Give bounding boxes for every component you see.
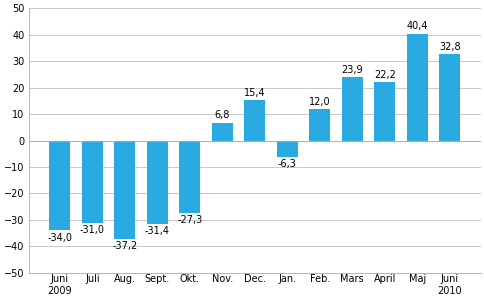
Text: -31,4: -31,4: [145, 226, 169, 236]
Bar: [49, 140, 70, 230]
Text: 22,2: 22,2: [373, 70, 395, 80]
Text: 23,9: 23,9: [341, 65, 363, 75]
Bar: [114, 140, 135, 239]
Text: -6,3: -6,3: [277, 159, 296, 169]
Text: -34,0: -34,0: [47, 232, 72, 243]
Text: -31,0: -31,0: [80, 225, 105, 235]
Bar: [276, 140, 297, 157]
Bar: [82, 140, 103, 223]
Bar: [212, 122, 232, 140]
Bar: [244, 100, 265, 140]
Text: -37,2: -37,2: [112, 241, 137, 251]
Bar: [309, 109, 330, 140]
Bar: [179, 140, 200, 213]
Text: 40,4: 40,4: [406, 22, 427, 32]
Bar: [406, 34, 427, 140]
Text: 32,8: 32,8: [438, 42, 460, 52]
Bar: [341, 77, 362, 140]
Text: 6,8: 6,8: [214, 110, 229, 120]
Bar: [374, 82, 394, 140]
Bar: [439, 54, 459, 140]
Text: 12,0: 12,0: [308, 97, 330, 106]
Bar: [147, 140, 167, 224]
Text: 15,4: 15,4: [243, 88, 265, 98]
Text: -27,3: -27,3: [177, 215, 202, 225]
